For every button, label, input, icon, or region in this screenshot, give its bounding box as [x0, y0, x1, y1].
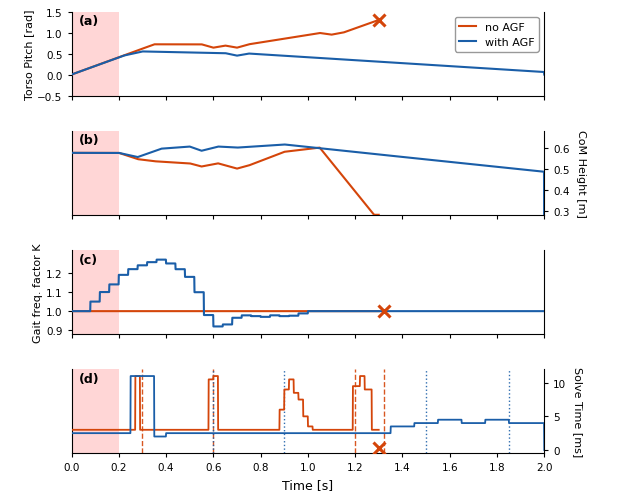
Y-axis label: Solve Time [ms]: Solve Time [ms]	[573, 366, 583, 456]
Bar	[72, 250, 119, 334]
Text: (c): (c)	[78, 253, 98, 266]
Y-axis label: Gait freq. factor K: Gait freq. factor K	[33, 243, 43, 342]
Y-axis label: Torso Pitch [rad]: Torso Pitch [rad]	[24, 10, 34, 100]
Bar	[72, 13, 119, 96]
Text: (d): (d)	[78, 372, 100, 385]
Text: (b): (b)	[78, 134, 100, 147]
Text: (a): (a)	[78, 15, 99, 28]
Legend: no AGF, with AGF: no AGF, with AGF	[455, 18, 539, 53]
Bar	[72, 132, 119, 215]
Y-axis label: CoM Height [m]: CoM Height [m]	[577, 130, 587, 217]
X-axis label: Time [s]: Time [s]	[282, 478, 333, 491]
Bar	[72, 370, 119, 453]
